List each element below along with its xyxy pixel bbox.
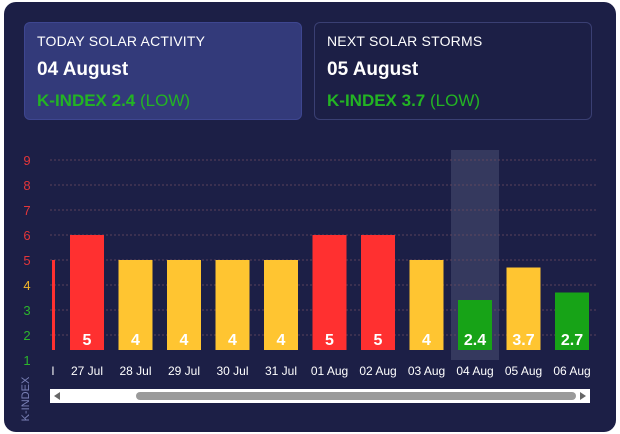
bar-value-label: 4 (131, 332, 140, 349)
scrollbar-thumb[interactable] (136, 392, 576, 400)
y-tick-label: 4 (23, 278, 30, 293)
scroll-left-arrow-icon[interactable] (54, 392, 60, 400)
next-k-index-level: (LOW) (429, 91, 481, 110)
bar-30-jul (215, 260, 250, 350)
today-card-date: 04 August (37, 59, 129, 80)
x-tick-label: 30 Jul (216, 364, 248, 378)
today-k-index: K-INDEX 2.4 (LOW) (37, 91, 289, 111)
partial-bar (52, 260, 55, 350)
bar-value-label: 4 (422, 332, 431, 349)
x-tick-label: 05 Aug (505, 364, 542, 378)
y-tick-label: 6 (23, 228, 30, 243)
y-tick-label: 8 (23, 178, 30, 193)
chart-horizontal-scrollbar[interactable] (50, 389, 590, 403)
next-k-index: K-INDEX 3.7 (LOW) (327, 91, 579, 111)
next-card-date: 05 August (327, 59, 419, 80)
x-tick-label: 29 Jul (168, 364, 200, 378)
bar-value-label: 4 (180, 332, 189, 349)
bar-06-aug (555, 292, 589, 350)
next-card-label: NEXT SOLAR STORMS (327, 33, 483, 49)
bar-29-jul (167, 260, 201, 350)
x-tick-label: 04 Aug (456, 364, 493, 378)
scroll-right-arrow-icon[interactable] (580, 392, 586, 400)
next-k-index-value: K-INDEX 3.7 (327, 91, 426, 110)
x-tick-label: 06 Aug (553, 364, 590, 378)
today-k-index-level: (LOW) (139, 91, 191, 110)
bar-value-label: 5 (83, 332, 92, 349)
y-tick-label: 9 (23, 153, 30, 168)
bar-02-aug (361, 235, 395, 350)
x-tick-label: 28 Jul (119, 364, 151, 378)
bar-03-aug (409, 260, 444, 350)
y-tick-label: 7 (23, 203, 30, 218)
bar-28-jul (118, 260, 153, 350)
bar-04-aug (458, 300, 492, 350)
partial-x-tick-label: l (52, 364, 55, 378)
bar-27-jul (70, 235, 104, 350)
x-tick-label: 27 Jul (71, 364, 103, 378)
x-tick-label: 31 Jul (265, 364, 297, 378)
y-tick-label: 2 (23, 328, 30, 343)
bar-value-label: 2.7 (561, 332, 583, 349)
y-tick-label: 3 (23, 303, 30, 318)
next-solar-storms-card: NEXT SOLAR STORMS 05 August K-INDEX 3.7 … (314, 22, 592, 120)
today-solar-activity-card: TODAY SOLAR ACTIVITY 04 August K-INDEX 2… (24, 22, 302, 120)
x-tick-label: 03 Aug (408, 364, 445, 378)
bar-value-label: 2.4 (464, 332, 486, 349)
bar-value-label: 5 (374, 332, 383, 349)
bar-value-label: 5 (325, 332, 334, 349)
y-axis-label: K-INDEX (20, 376, 32, 421)
bar-05-aug (506, 267, 541, 350)
today-k-index-value: K-INDEX 2.4 (37, 91, 136, 110)
bar-31-jul (264, 260, 298, 350)
x-tick-label: 01 Aug (311, 364, 348, 378)
y-tick-label: 5 (23, 253, 30, 268)
x-tick-label: 02 Aug (359, 364, 396, 378)
bar-value-label: 3.7 (512, 332, 534, 349)
bar-value-label: 4 (228, 332, 237, 349)
bar-value-label: 4 (277, 332, 286, 349)
bar-01-aug (312, 235, 347, 350)
y-tick-label: 1 (23, 353, 30, 368)
solar-activity-widget: TODAY SOLAR ACTIVITY 04 August K-INDEX 2… (4, 2, 616, 432)
today-card-label: TODAY SOLAR ACTIVITY (37, 33, 206, 49)
